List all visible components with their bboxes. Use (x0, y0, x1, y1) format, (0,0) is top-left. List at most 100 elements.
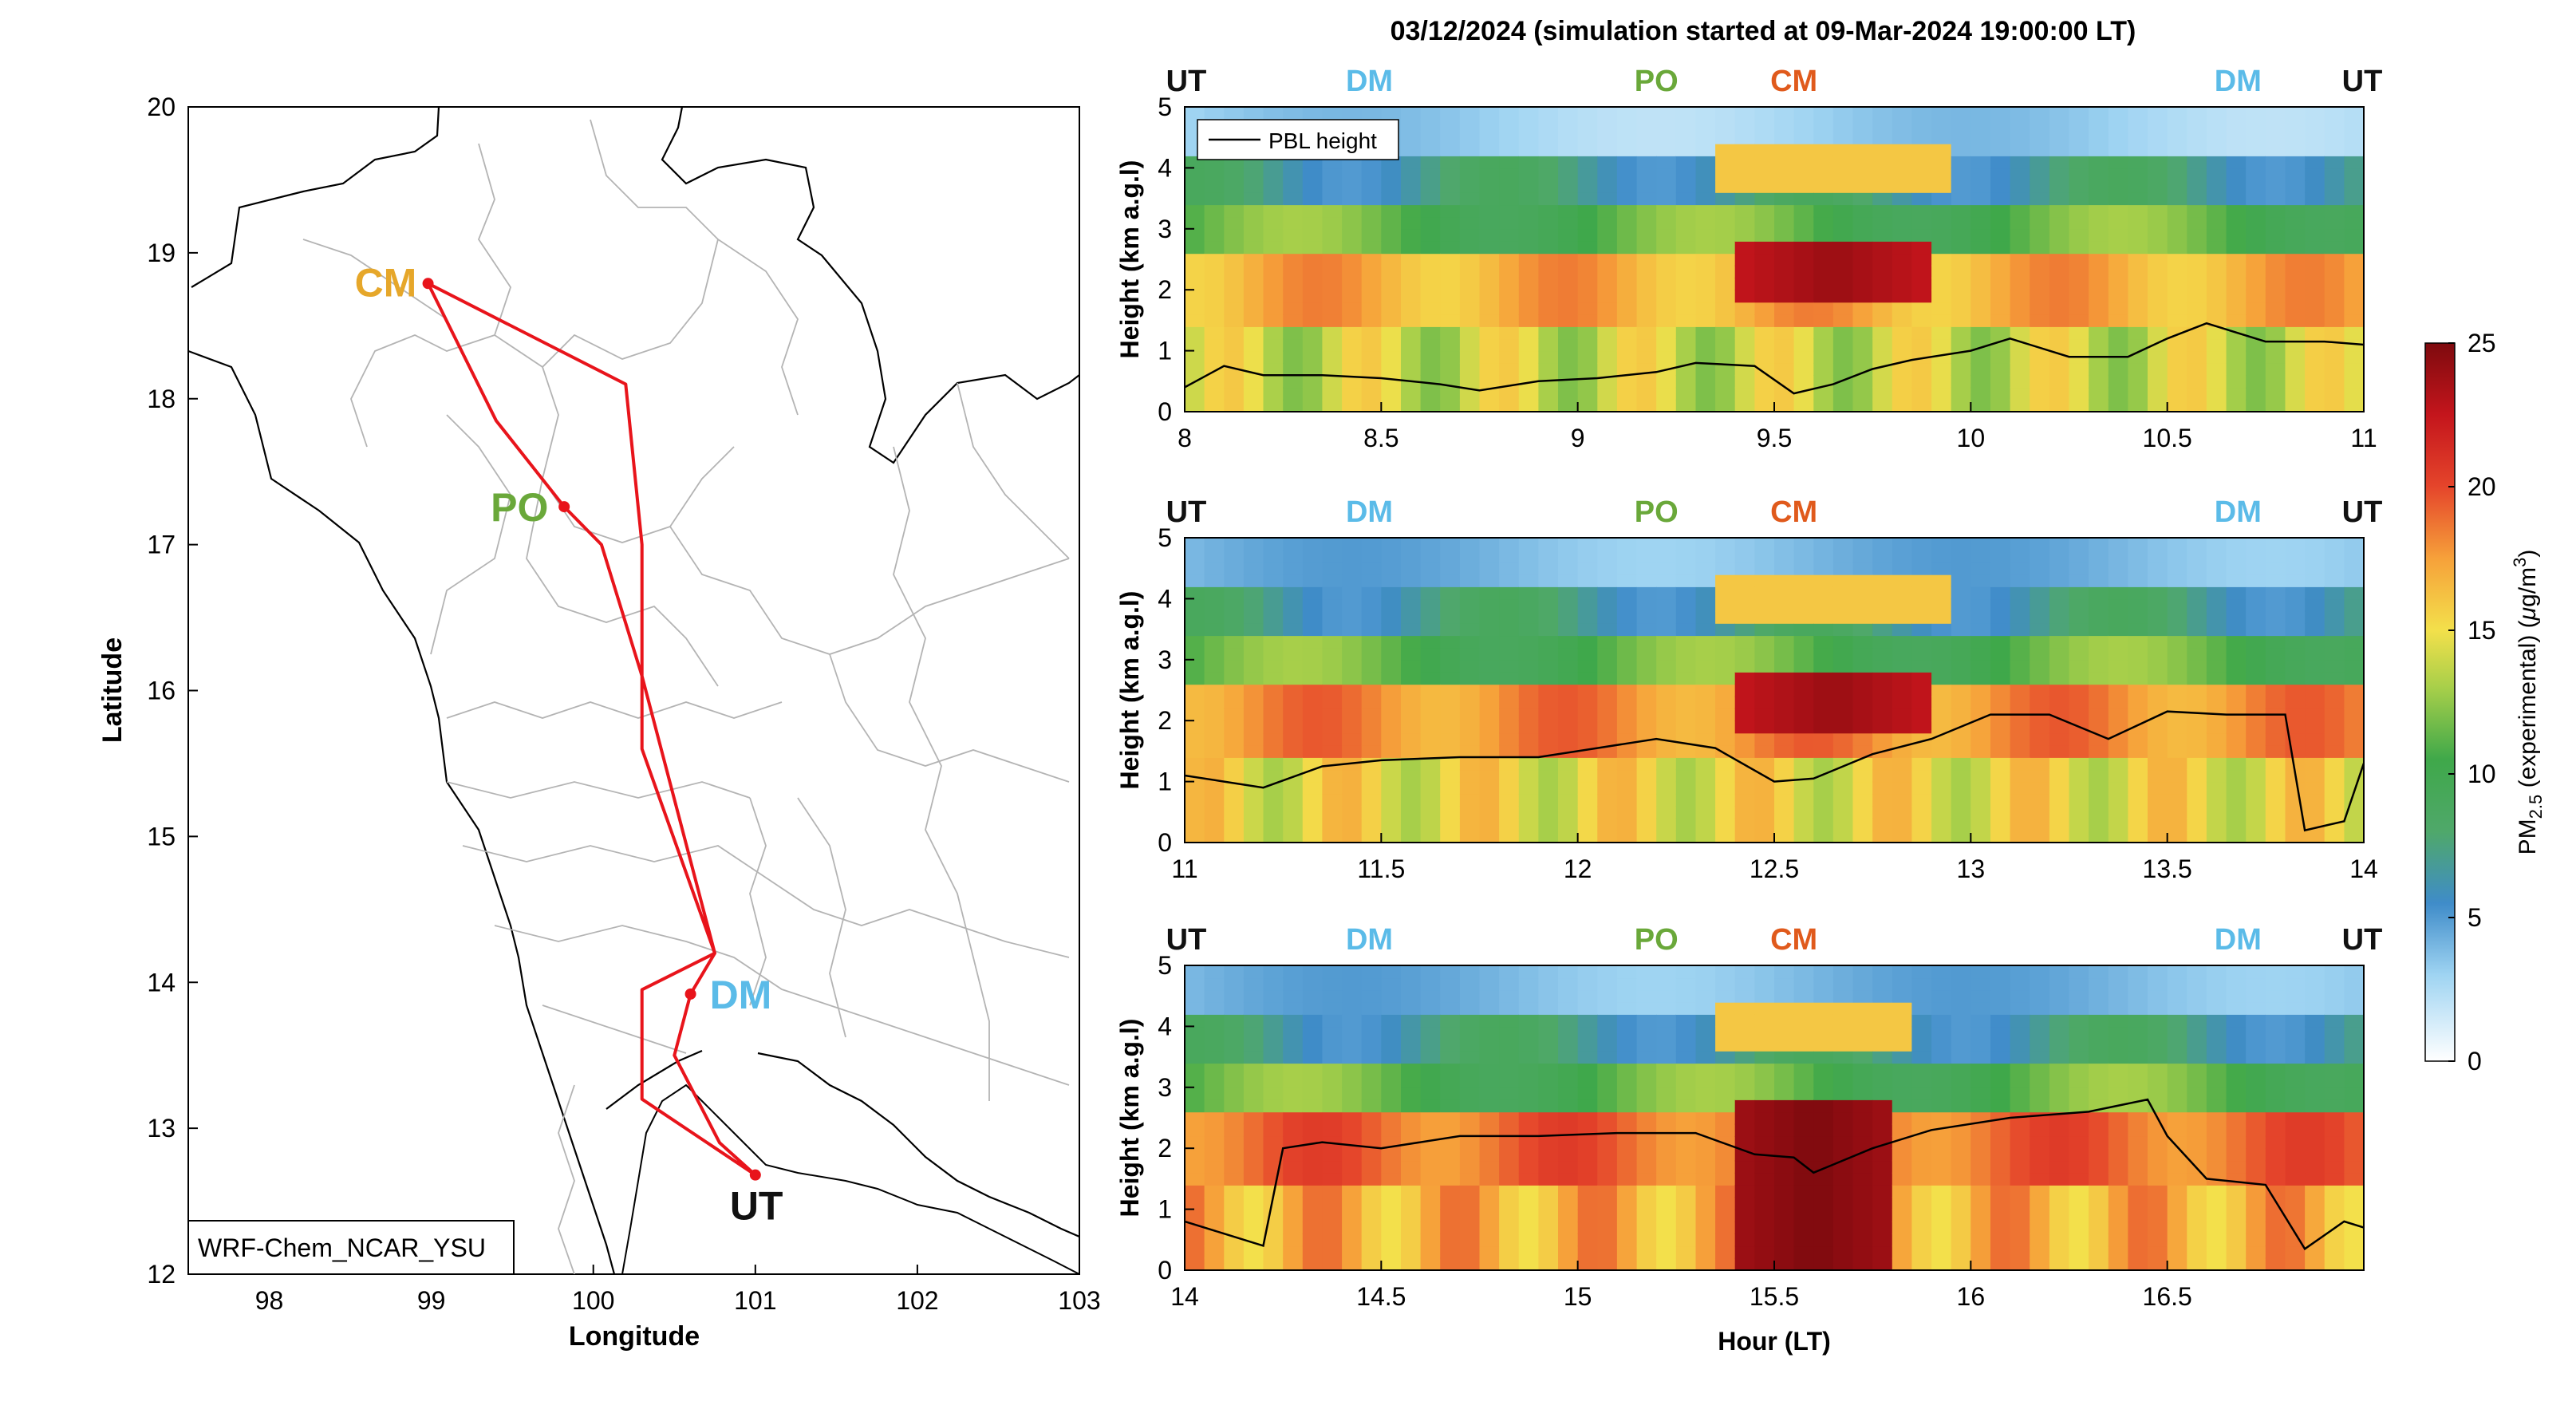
heatmap-cell (1852, 806, 1873, 819)
heatmap-cell (1636, 338, 1657, 352)
heatmap-cell (2128, 1221, 2148, 1234)
heatmap-cell (1558, 362, 1579, 376)
heatmap-cell (2187, 1087, 2207, 1100)
heatmap-cell (2167, 696, 2188, 709)
heatmap-cell (1401, 302, 1422, 315)
heatmap-cell (2128, 989, 2148, 1003)
heatmap-cell (1695, 1123, 1716, 1137)
heatmap-cell (1538, 1245, 1559, 1259)
heatmap-cell (1322, 818, 1343, 831)
heatmap-cell (2226, 314, 2247, 327)
heatmap-cell (1185, 732, 1205, 746)
heatmap-cell (2226, 1038, 2247, 1052)
heatmap-cell (1518, 1063, 1540, 1076)
heatmap-cell (1636, 1123, 1657, 1137)
heatmap-cell (1616, 216, 1638, 230)
heatmap-cell (2167, 1123, 2188, 1137)
heatmap-cell (1538, 1185, 1559, 1198)
heatmap-cell (1832, 635, 1854, 649)
heatmap-cell (2128, 610, 2148, 624)
heatmap-cell (1695, 1148, 1716, 1162)
heatmap-cell (1302, 1014, 1324, 1028)
heatmap-cell (1322, 562, 1343, 575)
heatmap-cell (1499, 684, 1520, 697)
heatmap-cell (1224, 375, 1245, 389)
heatmap-cell (2128, 1001, 2148, 1015)
figure-title: 03/12/2024 (simulation started at 09-Mar… (1391, 16, 2136, 46)
heatmap-cell (1204, 326, 1225, 340)
heatmap-cell (1852, 635, 1873, 649)
heatmap-cell (1990, 1038, 2011, 1052)
heatmap-cell (1911, 1209, 1932, 1222)
heatmap-cell (1951, 781, 1972, 795)
heatmap-cell (1616, 562, 1638, 575)
heatmap-cell (1518, 744, 1540, 758)
heatmap-cell (1616, 350, 1638, 364)
heatmap-cell (2206, 830, 2227, 843)
heatmap-cell (1616, 1111, 1638, 1125)
heatmap-cell (2187, 818, 2207, 831)
heatmap-cell (2187, 610, 2207, 624)
heatmap-cell (2344, 1160, 2364, 1174)
heatmap-cell (1970, 977, 1991, 991)
heatmap-cell (1538, 1026, 1559, 1040)
heatmap-cell (1518, 1001, 1540, 1015)
heatmap-cell (1342, 399, 1363, 412)
heatmap-cell (2344, 1051, 2364, 1064)
heatmap-cell (2167, 107, 2188, 120)
heatmap-cell (1774, 635, 1795, 649)
heatmap-cell (1715, 830, 1736, 843)
heatmap-cell (1459, 1051, 1481, 1064)
heatmap-cell (1322, 977, 1343, 991)
heatmap-cell (1656, 387, 1677, 401)
heatmap-cell (2206, 1233, 2227, 1247)
heatmap-cell (1597, 1014, 1618, 1028)
heatmap-cell (1479, 338, 1500, 352)
heatmap-cell (1931, 818, 1952, 831)
heatmap-cell (2010, 1172, 2030, 1186)
heatmap-cell (1243, 744, 1264, 758)
heatmap-cell (1224, 387, 1245, 401)
heatmap-cell (1911, 757, 1932, 771)
heatmap-cell (2049, 1172, 2070, 1186)
site-label-dm: DM (1346, 923, 1393, 957)
heatmap-cell (1754, 659, 1775, 673)
heatmap-cell (1774, 290, 1795, 303)
heatmap-cell (1911, 769, 1932, 783)
heatmap-cell (1656, 1172, 1677, 1186)
map-y-tick-label: 18 (147, 385, 176, 413)
heatmap-cell (1499, 781, 1520, 795)
heatmap-cell (1459, 265, 1481, 278)
heatmap-cell (2108, 1001, 2129, 1015)
heatmap-cell (1420, 623, 1441, 637)
heatmap-cell (1872, 216, 1893, 230)
heatmap-cell (1538, 598, 1559, 612)
heatmap-cell (1577, 387, 1599, 401)
heatmap-cell (1381, 1014, 1402, 1028)
heatmap-cell (2049, 977, 2070, 991)
heatmap-cell (1675, 1001, 1697, 1015)
heatmap-cell (2128, 635, 2148, 649)
heatmap-cell (2305, 586, 2326, 600)
heatmap-cell (1990, 131, 2011, 144)
heatmap-cell (1420, 1148, 1441, 1162)
heatmap-cell (2089, 302, 2109, 315)
heatmap-cell (2030, 720, 2050, 734)
site-marker (684, 988, 696, 1000)
heatmap-cell (1911, 1221, 1932, 1234)
heatmap-cell (2285, 1014, 2306, 1028)
heatmap-cell (1951, 119, 1972, 132)
heatmap-cell (1518, 180, 1540, 193)
heatmap-cell (1401, 1257, 1422, 1270)
heatmap-cell (1911, 696, 1932, 709)
heatmap-cell (1597, 550, 1618, 563)
heatmap-cell (2206, 277, 2227, 290)
heatmap-cell (2128, 965, 2148, 979)
heatmap-cell (1774, 1160, 1795, 1174)
heatmap-cell (1892, 830, 1913, 843)
heatmap-cell (1577, 1148, 1599, 1162)
heatmap-cell (1263, 399, 1284, 412)
heatmap-cell (1597, 265, 1618, 278)
heatmap-cell (1970, 586, 1991, 600)
heatmap-cell (2206, 265, 2227, 278)
